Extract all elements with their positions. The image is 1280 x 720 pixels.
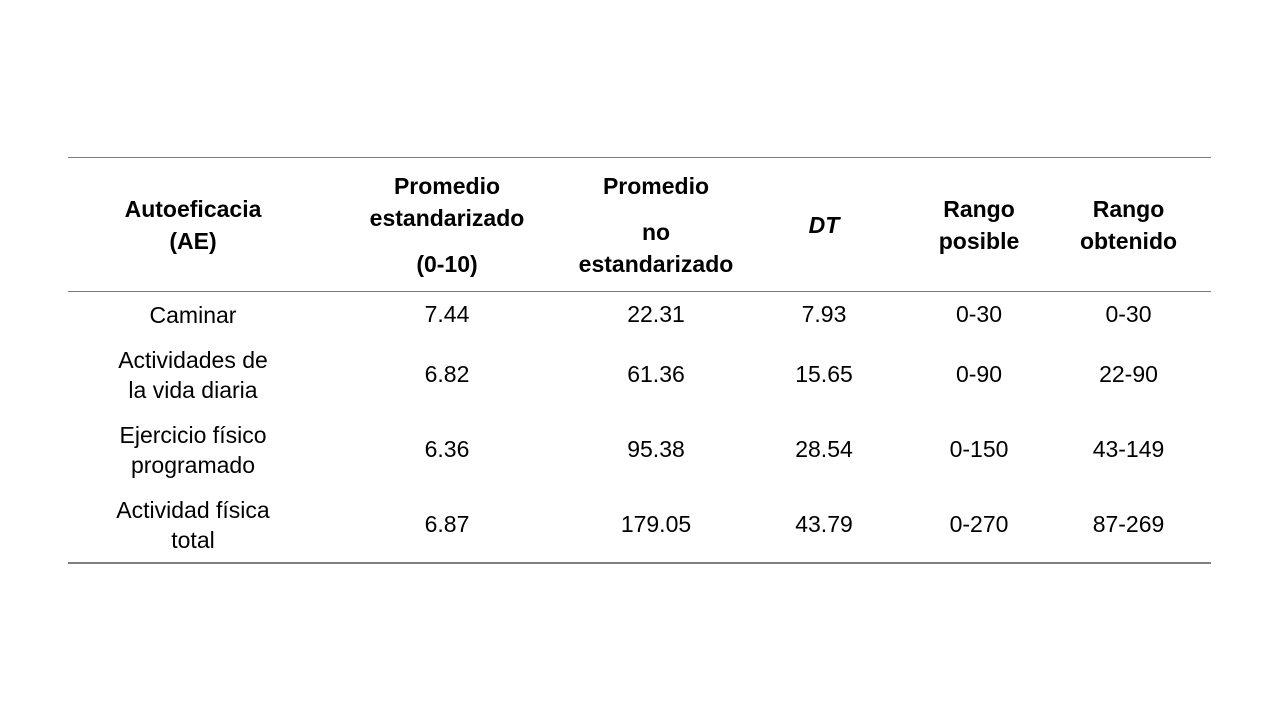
header-rango-obtenido: Rango obtenido bbox=[1046, 157, 1211, 292]
header-text: posible bbox=[938, 227, 1020, 254]
header-text: no bbox=[641, 218, 671, 245]
header-text: Promedio bbox=[393, 172, 501, 199]
header-text: Rango bbox=[943, 195, 1015, 222]
row-label: Actividad física total bbox=[68, 487, 318, 563]
row-label-text: Ejercicio físico bbox=[119, 421, 267, 448]
self-efficacy-statistics-table: Autoeficacia (AE) Promedio estandarizado… bbox=[68, 157, 1211, 564]
header-row: Autoeficacia (AE) Promedio estandarizado… bbox=[68, 157, 1211, 292]
header-text: Autoeficacia bbox=[124, 195, 262, 222]
table-row-actividad-fisica-total: Actividad física total 6.87 179.05 43.79… bbox=[68, 487, 1211, 563]
cell-rango-obtenido: 22-90 bbox=[1099, 361, 1158, 387]
row-label-text: la vida diaria bbox=[128, 376, 258, 403]
cell-dt: 28.54 bbox=[795, 436, 853, 462]
header-text: estandarizado bbox=[369, 204, 525, 231]
cell-promedio-estandarizado: 6.36 bbox=[424, 436, 470, 462]
cell-promedio-estandarizado: 6.87 bbox=[424, 511, 470, 537]
row-label-text: Caminar bbox=[149, 301, 237, 328]
cell-promedio-estandarizado: 6.82 bbox=[424, 361, 470, 387]
header-dt: DT bbox=[736, 157, 912, 292]
row-label-text: programado bbox=[130, 451, 256, 478]
header-autoeficacia: Autoeficacia (AE) bbox=[68, 157, 318, 292]
cell-promedio-no-estandarizado: 95.38 bbox=[627, 436, 685, 462]
header-text: Promedio bbox=[602, 172, 710, 199]
cell-rango-posible: 0-30 bbox=[955, 301, 1003, 327]
cell-rango-obtenido: 0-30 bbox=[1105, 301, 1152, 327]
cell-rango-posible: 0-90 bbox=[955, 361, 1003, 387]
row-label: Actividades de la vida diaria bbox=[68, 337, 318, 412]
cell-dt: 43.79 bbox=[795, 511, 853, 537]
header-text: (AE) bbox=[169, 227, 217, 254]
row-label-text: Actividad física bbox=[116, 496, 270, 523]
cell-rango-posible: 0-270 bbox=[949, 511, 1009, 537]
header-promedio-no-estandarizado: Promedio no estandarizado bbox=[576, 157, 736, 292]
cell-rango-obtenido: 43-149 bbox=[1092, 436, 1165, 462]
header-rango-posible: Rango posible bbox=[912, 157, 1046, 292]
cell-dt: 7.93 bbox=[801, 301, 847, 327]
row-label-text: Actividades de bbox=[118, 346, 268, 373]
table-row-actividades-vida-diaria: Actividades de la vida diaria 6.82 61.36… bbox=[68, 337, 1211, 412]
header-text: Rango bbox=[1092, 195, 1165, 222]
table-row-ejercicio-fisico: Ejercicio físico programado 6.36 95.38 2… bbox=[68, 412, 1211, 487]
cell-promedio-no-estandarizado: 61.36 bbox=[627, 361, 685, 387]
cell-promedio-no-estandarizado: 22.31 bbox=[627, 301, 685, 327]
row-label-text: total bbox=[171, 526, 215, 553]
cell-dt: 15.65 bbox=[795, 361, 853, 387]
header-text: obtenido bbox=[1079, 227, 1178, 254]
header-text: DT bbox=[808, 211, 840, 238]
cell-promedio-estandarizado: 7.44 bbox=[424, 301, 470, 327]
header-text: (0-10) bbox=[416, 250, 478, 277]
header-text: estandarizado bbox=[578, 250, 734, 277]
table-row-caminar: Caminar 7.44 22.31 7.93 0-30 0-30 bbox=[68, 292, 1211, 338]
row-label: Ejercicio físico programado bbox=[68, 412, 318, 487]
cell-rango-posible: 0-150 bbox=[949, 436, 1009, 462]
row-label: Caminar bbox=[68, 292, 318, 338]
cell-rango-obtenido: 87-269 bbox=[1092, 511, 1165, 537]
cell-promedio-no-estandarizado: 179.05 bbox=[620, 511, 692, 537]
header-promedio-estandarizado: Promedio estandarizado (0-10) bbox=[318, 157, 576, 292]
